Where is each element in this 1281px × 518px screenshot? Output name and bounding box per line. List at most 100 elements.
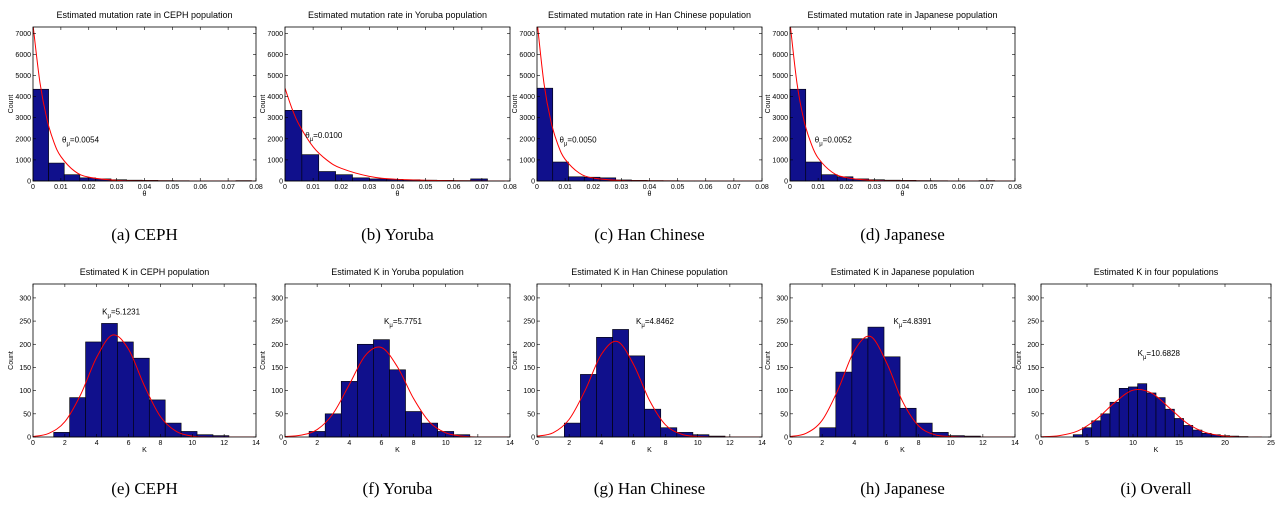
x-tick-label: 0.05 xyxy=(671,184,685,191)
y-tick-label: 50 xyxy=(23,411,31,418)
histogram-bar xyxy=(1165,409,1174,437)
histogram-bar xyxy=(790,89,806,181)
x-tick-label: 0.04 xyxy=(391,184,405,191)
x-tick-label: 0.02 xyxy=(334,184,348,191)
x-tick-label: 2 xyxy=(63,440,67,447)
y-tick-label: 50 xyxy=(1031,411,1039,418)
annotation-text: =0.0054 xyxy=(70,136,100,145)
x-tick-label: 0.03 xyxy=(615,184,629,191)
plot-frame xyxy=(33,27,256,181)
histogram-bar xyxy=(336,175,353,181)
x-tick-label: 6 xyxy=(379,440,383,447)
y-tick-label: 100 xyxy=(776,388,788,395)
y-tick-label: 200 xyxy=(19,342,31,349)
x-tick-label: 25 xyxy=(1267,440,1275,447)
histogram-bar xyxy=(54,432,70,437)
histogram-bar xyxy=(822,175,838,181)
x-axis-label: K xyxy=(647,447,652,454)
histogram-bar xyxy=(117,342,133,437)
y-tick-label: 6000 xyxy=(772,52,788,59)
fit-curve xyxy=(790,23,1015,181)
y-tick-label: 1000 xyxy=(267,157,283,164)
x-tick-label: 2 xyxy=(820,440,824,447)
x-tick-label: 0.08 xyxy=(755,184,769,191)
chart-title: Estimated mutation rate in Yoruba popula… xyxy=(308,10,487,20)
x-axis-label: θ xyxy=(396,191,400,198)
y-tick-label: 200 xyxy=(271,342,283,349)
y-tick-label: 100 xyxy=(271,388,283,395)
y-tick-label: 3000 xyxy=(15,115,31,122)
chart: Estimated K in Han Chinese population050… xyxy=(512,267,766,498)
x-tick-label: 14 xyxy=(506,440,514,447)
y-tick-label: 5000 xyxy=(519,73,535,80)
x-tick-label: 0 xyxy=(283,440,287,447)
chart-title: Estimated K in CEPH population xyxy=(80,267,210,277)
x-tick-label: 0.04 xyxy=(896,184,910,191)
x-tick-label: 8 xyxy=(412,440,416,447)
x-tick-label: 0.08 xyxy=(1008,184,1022,191)
x-tick-label: 0.07 xyxy=(727,184,741,191)
y-axis-label: Count xyxy=(260,351,267,370)
histogram-bar xyxy=(1128,387,1137,437)
x-tick-label: 0.01 xyxy=(558,184,572,191)
histogram-bar xyxy=(70,398,86,437)
annotation-text: =5.7751 xyxy=(393,317,423,326)
y-tick-label: 250 xyxy=(1027,319,1039,326)
x-tick-label: 20 xyxy=(1221,440,1229,447)
x-tick-label: 0.03 xyxy=(868,184,882,191)
x-tick-label: 8 xyxy=(664,440,668,447)
y-axis-label: Count xyxy=(765,95,772,114)
histogram-bar xyxy=(1101,414,1110,437)
histogram-bar xyxy=(537,88,553,181)
x-tick-label: 10 xyxy=(442,440,450,447)
annotation-text: =5.1231 xyxy=(111,308,141,317)
chart-title: Estimated mutation rate in Japanese popu… xyxy=(807,10,997,20)
y-tick-label: 200 xyxy=(1027,342,1039,349)
fit-annotation: Kμ=5.1231 xyxy=(102,308,141,320)
chart-title: Estimated K in Yoruba population xyxy=(331,267,464,277)
x-tick-label: 0 xyxy=(31,184,35,191)
histogram-bar xyxy=(661,428,677,437)
y-tick-label: 2000 xyxy=(15,136,31,143)
x-tick-label: 14 xyxy=(758,440,766,447)
fit-annotation: θμ=0.0100 xyxy=(305,131,343,143)
histogram-bar xyxy=(806,162,822,181)
histogram-bar xyxy=(285,110,302,181)
fit-curve xyxy=(33,25,256,181)
y-tick-label: 50 xyxy=(275,411,283,418)
chart-title: Estimated mutation rate in Han Chinese p… xyxy=(548,10,751,20)
x-tick-label: 0 xyxy=(535,440,539,447)
x-tick-label: 6 xyxy=(884,440,888,447)
chart: Estimated K in Japanese population050100… xyxy=(765,267,1019,498)
chart-title: Estimated K in Han Chinese population xyxy=(571,267,728,277)
y-tick-label: 200 xyxy=(776,342,788,349)
annotation-text: =4.8462 xyxy=(645,317,675,326)
x-tick-label: 0 xyxy=(31,440,35,447)
x-tick-label: 14 xyxy=(252,440,260,447)
x-tick-label: 0.08 xyxy=(249,184,263,191)
x-tick-label: 8 xyxy=(158,440,162,447)
y-tick-label: 4000 xyxy=(267,94,283,101)
histogram-bar xyxy=(64,175,80,181)
histogram-bar xyxy=(353,178,370,181)
y-tick-label: 200 xyxy=(523,342,535,349)
y-tick-label: 300 xyxy=(19,295,31,302)
fit-curve xyxy=(537,21,762,181)
x-tick-label: 4 xyxy=(95,440,99,447)
y-tick-label: 300 xyxy=(271,295,283,302)
caption: (e) CEPH xyxy=(111,479,178,498)
x-tick-label: 6 xyxy=(631,440,635,447)
annotation-text: =0.0050 xyxy=(567,136,597,145)
x-axis-label: K xyxy=(900,447,905,454)
fit-annotation: θμ=0.0050 xyxy=(560,136,598,148)
x-axis-label: K xyxy=(1154,447,1159,454)
y-tick-label: 3000 xyxy=(772,115,788,122)
histogram-bar xyxy=(868,327,884,437)
y-tick-label: 5000 xyxy=(15,73,31,80)
x-axis-label: θ xyxy=(143,191,147,198)
y-tick-label: 150 xyxy=(271,365,283,372)
histogram-bar xyxy=(569,177,585,181)
chart: Estimated mutation rate in Japanese popu… xyxy=(765,10,1022,244)
histogram-bar xyxy=(341,381,357,437)
